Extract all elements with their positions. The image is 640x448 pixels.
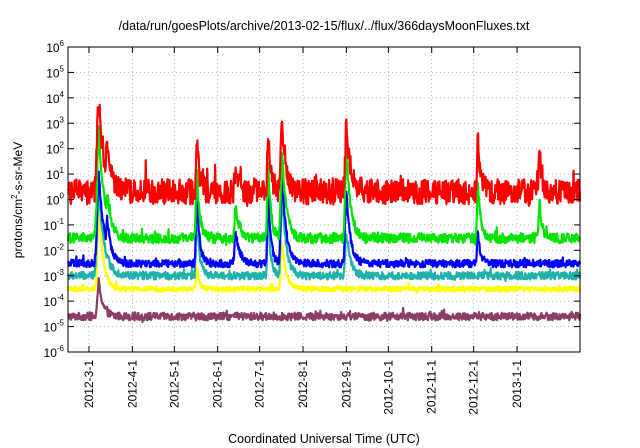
y-tick-label: 10-2 [44, 242, 65, 258]
flux-series-line [66, 103, 582, 208]
y-tick-label: 101 [46, 166, 64, 182]
y-tick-label: 10-6 [44, 344, 65, 360]
x-axis: 2012-3-1 2012-4-1 2012-5-1 2012-6-1 2012-7-1… [82, 47, 524, 415]
y-tick-label: 104 [46, 90, 64, 106]
x-tick-label: 2012-3-1 [82, 360, 96, 408]
chart-title: /data/run/goesPlots/archive/2013-02-15/f… [119, 19, 530, 33]
x-tick-label: 2012-12-1 [467, 360, 481, 415]
y-tick-label: 103 [46, 115, 64, 131]
x-tick-label: 2012-11-1 [425, 360, 439, 414]
flux-series-line [66, 189, 582, 282]
y-axis-label-base: protons/cm [11, 199, 25, 258]
y-tick-label: 10-5 [44, 319, 65, 335]
flux-series-line [66, 170, 582, 269]
x-tick-label: 2012-4-1 [125, 360, 139, 408]
y-tick-label: 105 [46, 64, 64, 80]
x-tick-label: 2012-8-1 [296, 360, 310, 408]
y-tick-label: 106 [46, 39, 64, 55]
x-tick-label: 2012-10-1 [381, 360, 395, 415]
y-tick-label: 10-1 [44, 217, 65, 233]
x-tick-label: 2012-7-1 [253, 360, 267, 408]
x-axis-label: Coordinated Universal Time (UTC) [228, 432, 420, 446]
y-tick-label: 10-3 [44, 268, 65, 284]
x-tick-label: 2012-9-1 [339, 360, 353, 408]
flux-series-line [66, 125, 582, 246]
y-axis: 10-6 10-5 10-4 10-3 10-2 10-1 100 101 102 103 104 1… [44, 39, 580, 360]
y-axis-label-sup: 2 [10, 194, 19, 199]
y-axis-label: protons/cm2-s-sr-MeV [10, 142, 25, 258]
series-layer [66, 103, 582, 324]
x-tick-label: 2012-5-1 [167, 360, 181, 408]
y-tick-label: 10-4 [44, 293, 65, 309]
x-tick-label: 2013-1-1 [510, 360, 524, 408]
y-axis-label-rest: -s-sr-MeV [11, 142, 25, 195]
flux-series-line [66, 199, 582, 294]
y-tick-label: 102 [46, 141, 64, 157]
x-tick-label: 2012-6-1 [211, 360, 225, 408]
flux-series-line [67, 277, 582, 324]
y-tick-label: 100 [46, 192, 64, 208]
